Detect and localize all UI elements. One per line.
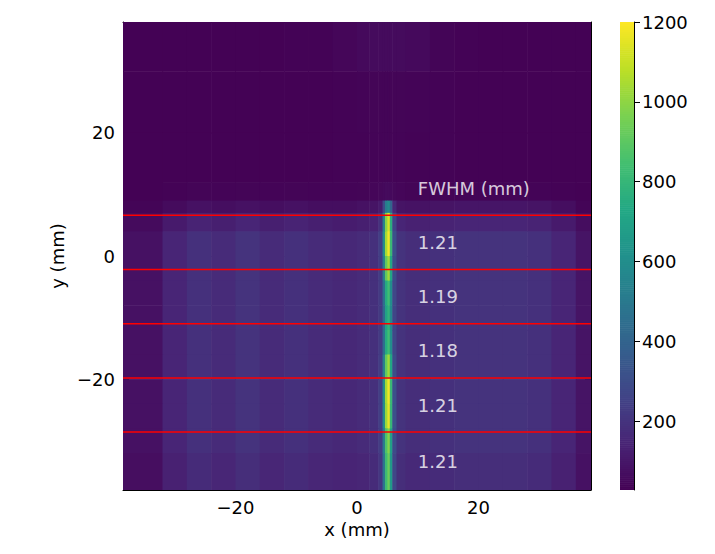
svg-text:20: 20 [467,497,490,518]
svg-text:−20: −20 [216,497,254,518]
svg-text:1000: 1000 [642,91,688,112]
svg-text:20: 20 [92,122,115,143]
svg-text:1.21: 1.21 [418,395,458,416]
svg-text:1.21: 1.21 [418,232,458,253]
svg-text:800: 800 [642,171,676,192]
svg-text:x (mm): x (mm) [324,519,390,540]
svg-text:1.19: 1.19 [418,286,458,307]
svg-text:FWHM (mm): FWHM (mm) [418,178,530,199]
svg-text:600: 600 [642,251,676,272]
svg-text:0: 0 [351,497,362,518]
svg-text:y (mm): y (mm) [47,223,68,289]
svg-text:1200: 1200 [642,12,688,33]
svg-text:1.21: 1.21 [418,451,458,472]
svg-text:200: 200 [642,411,676,432]
svg-text:−20: −20 [77,369,115,390]
svg-text:1.18: 1.18 [418,340,458,361]
svg-text:0: 0 [104,246,115,267]
svg-text:400: 400 [642,331,676,352]
